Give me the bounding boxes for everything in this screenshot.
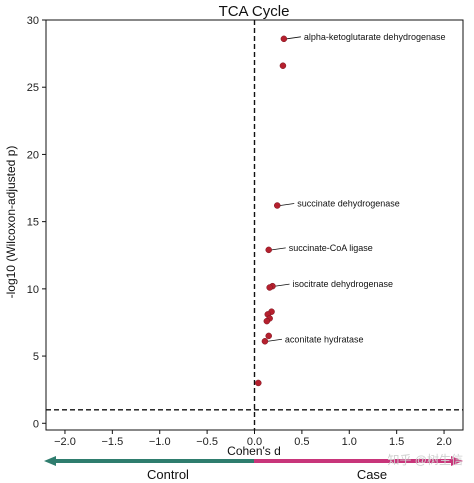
y-tick-label: 30 (27, 15, 39, 27)
annotation-label: isocitrate dehydrogenase (293, 279, 394, 289)
chart-title: TCA Cycle (219, 3, 290, 20)
watermark-text: 知乎 @树生信 (387, 452, 463, 467)
y-tick-label: 15 (27, 217, 39, 229)
y-tick-label: 0 (33, 418, 39, 430)
y-tick-label: 25 (27, 82, 39, 94)
x-axis-title: Cohen's d (227, 444, 281, 458)
data-point (265, 332, 272, 340)
annotation-label: aconitate hydratase (285, 334, 364, 344)
x-tick-label: 2.0 (436, 436, 451, 448)
plot-area: −2.0 −1.5 −1.0 −0.5 0.0 0.5 1.0 1.5 2.0 0 5 10 15 20 2… (27, 15, 464, 448)
x-tick-label: −2.0 (54, 436, 76, 448)
annotation-label: succinate dehydrogenase (297, 199, 400, 209)
case-label: Case (357, 467, 387, 482)
data-point (261, 338, 269, 345)
annotation-label: succinate-CoA ligase (289, 243, 373, 253)
y-tick-label: 10 (27, 284, 39, 296)
data-point (266, 284, 273, 291)
x-tick-label: 0.0 (247, 436, 262, 448)
annotation-leader-line (275, 283, 290, 287)
x-tick-label: 1.5 (389, 436, 404, 448)
x-tick-label: 1.0 (342, 436, 357, 448)
case-arrow-head (451, 456, 463, 466)
data-point (255, 379, 262, 387)
control-arrow-head (44, 456, 56, 466)
x-tick-label: −0.5 (196, 436, 218, 448)
annotation-leader-line (280, 203, 295, 206)
annotation-label: alpha-ketoglutarate dehydrogenase (304, 32, 446, 42)
control-label: Control (147, 467, 189, 482)
data-point (279, 62, 287, 69)
y-axis-title: -log10 (Wilcoxon-adjusted p) (4, 146, 18, 299)
data-point (263, 317, 271, 325)
x-tick-label: 0.5 (294, 436, 309, 448)
y-tick-label: 5 (33, 351, 39, 363)
data-point (265, 246, 272, 254)
direction-arrows (44, 456, 463, 466)
y-tick-label: 20 (27, 149, 39, 161)
annotation-leader-line (286, 36, 301, 40)
data-point (280, 35, 288, 43)
annotation-leader-line (267, 338, 282, 342)
x-tick-label: −1.0 (149, 436, 171, 448)
data-point (273, 202, 281, 209)
annotation-leader-line (271, 247, 286, 251)
x-tick-label: −1.5 (101, 436, 123, 448)
